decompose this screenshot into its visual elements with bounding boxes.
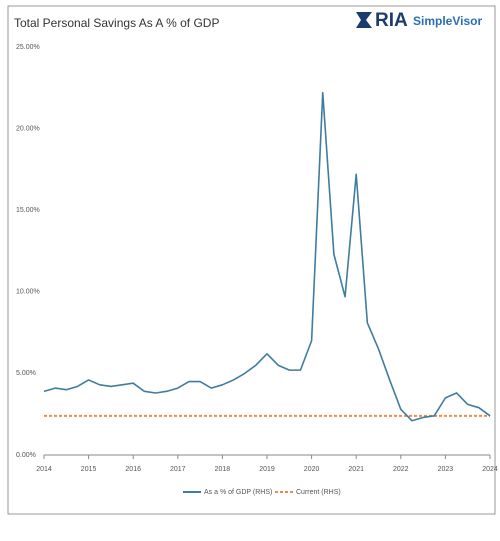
- y-tick-label: 10.00%: [16, 289, 40, 296]
- logo-product: SimpleVisor: [413, 14, 482, 28]
- x-tick-label: 2015: [81, 466, 97, 473]
- chart-title: Total Personal Savings As A % of GDP: [14, 16, 219, 30]
- x-tick-label: 2017: [170, 466, 186, 473]
- y-tick-label: 15.00%: [16, 207, 40, 214]
- logo-flag: [356, 12, 372, 28]
- x-tick-label: 2018: [215, 466, 231, 473]
- logo-brand: RIA: [375, 10, 408, 31]
- x-tick-label: 2016: [125, 466, 141, 473]
- frame: [7, 5, 496, 515]
- y-tick-label: 0.00%: [16, 452, 36, 459]
- x-tick-label: 2020: [304, 466, 320, 473]
- legend-label: As a % of GDP (RHS): [204, 489, 272, 496]
- x-tick-label: 2014: [36, 466, 52, 473]
- series-line: [43, 91, 491, 422]
- x-tick-label: 2024: [482, 466, 498, 473]
- logo: RIA SimpleVisor: [356, 10, 482, 31]
- x-tick-label: 2023: [438, 466, 454, 473]
- y-tick-label: 20.00%: [16, 125, 40, 132]
- x-tick-label: 2021: [348, 466, 364, 473]
- legend-label: Current (RHS): [296, 489, 341, 496]
- y-tick-label: 25.00%: [16, 44, 40, 51]
- y-tick-label: 5.00%: [16, 370, 36, 377]
- x-tick-label: 2019: [259, 466, 275, 473]
- x-tick-label: 2022: [393, 466, 409, 473]
